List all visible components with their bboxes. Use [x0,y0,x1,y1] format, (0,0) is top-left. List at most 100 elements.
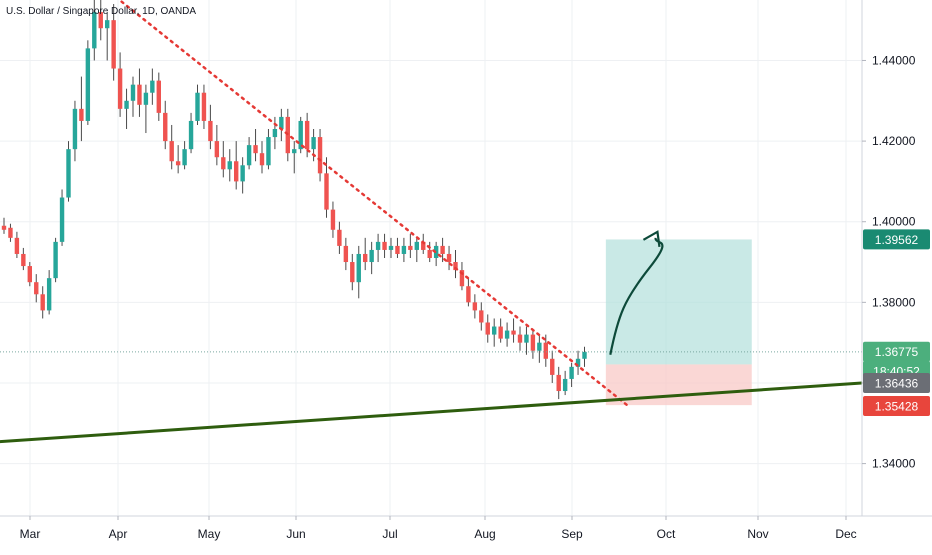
candle-body [472,302,478,311]
candle-body [66,149,71,198]
candle-body [562,378,568,392]
candle-body [240,165,245,182]
candle-body [485,322,490,335]
candle-body [492,326,497,335]
candle-body [550,358,555,375]
candle-body [27,266,32,283]
candle-body [34,282,39,295]
candle-body [356,253,361,283]
candle-body [98,12,103,29]
candle-body [343,245,349,263]
candle-body [382,241,387,250]
candle-body [401,245,407,254]
candle-body [517,334,523,343]
candlesticks [1,0,587,400]
candle-body [440,245,445,254]
candle-body [504,330,510,339]
candle-body [446,253,452,263]
candle-body [182,149,187,166]
candle-body [105,20,110,29]
candle-body [556,374,561,392]
price-tick-label: 1.38000 [872,295,916,309]
candle-body [388,245,394,250]
candle-body [163,112,168,142]
candle-body [150,80,155,93]
candle-body [298,120,303,150]
candle-body [40,294,45,311]
candle-body [511,330,516,335]
forecast-arrowhead[interactable] [642,230,661,247]
price-badge-label: 1.39562 [875,233,919,247]
time-tick-label: Dec [835,527,856,541]
candle-body [117,68,123,109]
candle-body [575,358,581,367]
time-tick-label: Nov [747,527,768,541]
price-badge-label: 1.36436 [875,376,919,390]
candle-body [317,137,323,174]
candle-body [246,145,252,166]
time-tick-label: Apr [109,527,128,541]
candle-body [72,108,78,150]
candle-body [201,92,207,121]
candle-body [79,108,84,121]
candle-body [543,342,548,359]
candle-body [266,137,271,166]
candle-body [292,149,297,154]
time-tick-label: Mar [20,527,41,541]
price-badge-label: 1.35428 [875,400,919,414]
profit-zone[interactable] [605,239,752,365]
candle-body [195,92,200,121]
time-tick-label: May [198,527,221,541]
candle-body [85,48,91,121]
candle-body [453,262,458,271]
price-badge-label: 1.36775 [875,345,919,359]
candle-body [156,80,161,113]
candle-body [498,326,503,339]
candle-body [466,286,471,303]
candle-body [304,120,310,150]
candle-body [324,173,329,210]
axes: 1.340001.360001.380001.400001.420001.440… [0,0,932,541]
candle-body [169,141,174,162]
candle-body [208,120,213,142]
candle-body [130,84,136,101]
candle-body [408,245,413,250]
time-tick-label: Jun [286,527,305,541]
candle-body [59,197,65,242]
candle-body [395,245,400,254]
candle-body [427,249,432,258]
candle-body [375,241,381,250]
candle-body [188,120,194,150]
support-trend-line[interactable] [0,381,862,444]
candle-body [8,227,13,238]
price-tick-label: 1.42000 [872,134,916,148]
candle-body [1,225,7,230]
candle-body [214,141,220,158]
candle-body [234,161,239,182]
candle-body [143,92,149,105]
candle-body [537,342,542,351]
candle-body [111,20,116,69]
candle-body [92,12,97,49]
candle-body [330,209,336,230]
candle-body [259,153,265,166]
candle-body [530,334,536,351]
candle-body [46,278,52,311]
candle-body [414,241,419,250]
candle-body [369,249,374,263]
price-badge-mid [863,372,930,393]
drawings[interactable] [0,0,862,444]
candle-body [253,145,258,154]
candle-body [479,310,484,323]
candle-body [124,100,129,109]
candle-body [175,161,181,166]
candle-body [137,84,142,105]
resistance-trend-line[interactable] [94,0,631,409]
risk-reward-tool[interactable] [605,239,752,406]
candle-body [279,116,284,129]
time-tick-label: Aug [474,527,495,541]
price-badge-stop [863,396,930,417]
price-tick-label: 1.40000 [872,215,916,229]
